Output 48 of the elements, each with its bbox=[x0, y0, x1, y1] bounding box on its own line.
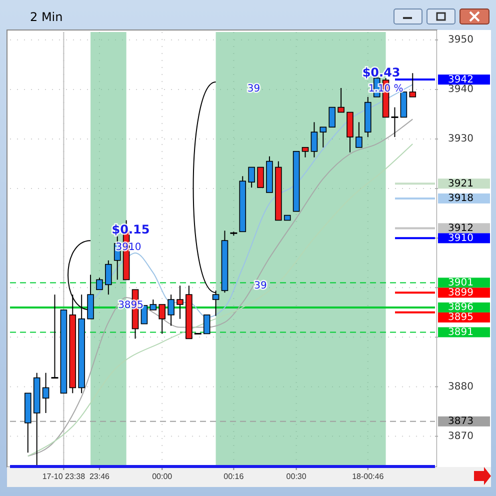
candlestick bbox=[248, 166, 255, 188]
candlestick bbox=[42, 372, 50, 414]
ref-line-label: 3918 bbox=[448, 193, 474, 204]
annotation: 39 bbox=[254, 280, 267, 292]
x-tick-label: 23:46 bbox=[89, 472, 110, 481]
candlestick bbox=[302, 146, 309, 158]
x-tick-label: 18-00:46 bbox=[352, 472, 384, 481]
ref-line-label: 3921 bbox=[448, 178, 474, 190]
candlestick bbox=[356, 122, 362, 148]
y-tick-label: 3880 bbox=[448, 381, 474, 392]
candlestick bbox=[105, 260, 112, 296]
y-tick-label: 3910 bbox=[448, 232, 474, 244]
candlestick bbox=[328, 106, 336, 128]
ref-line-label: 3912 bbox=[448, 222, 474, 234]
candlestick bbox=[50, 294, 59, 379]
candlestick bbox=[310, 122, 318, 158]
ref-line-label: 3901 bbox=[448, 277, 474, 288]
ref-line-label: 3891 bbox=[448, 326, 474, 338]
ref-line-label: 3873 bbox=[448, 416, 474, 428]
candlestick bbox=[96, 277, 103, 290]
candlestick bbox=[338, 87, 344, 113]
annotation: $0.43 bbox=[362, 65, 400, 80]
x-tick-label: 00:30 bbox=[286, 472, 307, 481]
y-tick-label: 3870 bbox=[448, 431, 474, 442]
ref-line-label: 3896 bbox=[448, 302, 474, 314]
y-tick-label: 3950 bbox=[448, 34, 474, 46]
annotation: 39 bbox=[247, 83, 260, 94]
candlestick bbox=[158, 304, 166, 334]
ref-line-label: 3942 bbox=[448, 74, 474, 86]
chart-title: 2 Min bbox=[30, 10, 63, 24]
annotation: 1.10 % bbox=[368, 84, 404, 95]
candlestick bbox=[320, 126, 327, 148]
candlestick bbox=[150, 299, 157, 310]
candlestick bbox=[390, 106, 399, 138]
ref-line-label: 3895 bbox=[448, 312, 474, 324]
candlestick bbox=[257, 166, 264, 188]
ref-line-label: 3899 bbox=[448, 287, 474, 298]
candlestick bbox=[168, 294, 174, 326]
x-tick-label: 17-10 23:38 bbox=[42, 472, 86, 481]
candlestick bbox=[176, 285, 184, 320]
x-tick-label: 00:16 bbox=[224, 472, 244, 481]
y-tick-label: 3930 bbox=[448, 134, 474, 145]
annotation: 3895 bbox=[118, 300, 144, 312]
candlestick bbox=[409, 72, 416, 98]
candlestick bbox=[212, 290, 220, 316]
y-tick-label: 3940 bbox=[448, 84, 474, 96]
x-tick-label: 00:00 bbox=[152, 472, 173, 481]
candlestick bbox=[203, 314, 210, 334]
